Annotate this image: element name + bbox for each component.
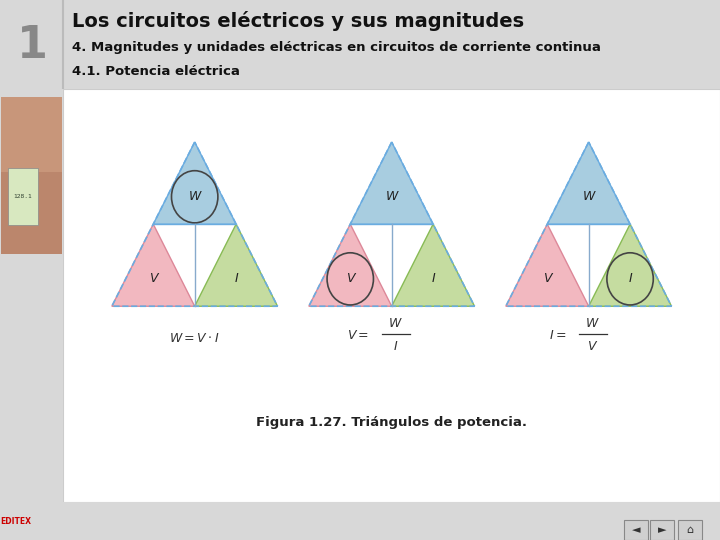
Text: 128.1: 128.1: [14, 194, 32, 199]
Text: W: W: [385, 190, 398, 203]
Text: Los circuitos eléctricos y sus magnitudes: Los circuitos eléctricos y sus magnitude…: [72, 11, 524, 31]
Bar: [8, 167, 38, 225]
Polygon shape: [392, 224, 474, 306]
Text: I: I: [431, 272, 435, 285]
Text: ⌂: ⌂: [686, 525, 693, 535]
Text: $W = V \cdot I$: $W = V \cdot I$: [169, 332, 220, 345]
Text: ◄: ◄: [631, 525, 640, 535]
Polygon shape: [153, 142, 236, 224]
Text: W: W: [582, 190, 595, 203]
Text: V: V: [543, 272, 552, 285]
Text: I: I: [629, 272, 632, 285]
FancyBboxPatch shape: [624, 520, 648, 540]
Text: 1: 1: [17, 24, 48, 66]
Bar: [1, 172, 63, 254]
Text: $I$: $I$: [393, 340, 398, 353]
Text: $V$: $V$: [587, 340, 598, 353]
Polygon shape: [112, 224, 194, 306]
Polygon shape: [309, 224, 392, 306]
Text: 4. Magnitudes y unidades eléctricas en circuitos de corriente continua: 4. Magnitudes y unidades eléctricas en c…: [72, 40, 601, 53]
Text: I: I: [234, 272, 238, 285]
Polygon shape: [547, 142, 630, 224]
Text: W: W: [189, 190, 201, 203]
Polygon shape: [589, 224, 672, 306]
Text: 4.1. Potencia eléctrica: 4.1. Potencia eléctrica: [72, 65, 240, 78]
Text: $W$: $W$: [388, 316, 403, 330]
Text: $V =$: $V =$: [347, 329, 369, 342]
FancyBboxPatch shape: [650, 520, 674, 540]
Polygon shape: [194, 224, 277, 306]
Polygon shape: [506, 224, 589, 306]
Polygon shape: [350, 142, 433, 224]
Text: V: V: [149, 272, 158, 285]
Text: EDITEX: EDITEX: [1, 517, 32, 525]
FancyBboxPatch shape: [678, 520, 702, 540]
Text: V: V: [346, 272, 354, 285]
Bar: [1, 97, 63, 254]
Text: Figura 1.27. Triángulos de potencia.: Figura 1.27. Triángulos de potencia.: [256, 416, 527, 429]
Text: $I =$: $I =$: [549, 329, 567, 342]
Text: $W$: $W$: [585, 316, 600, 330]
Text: ►: ►: [658, 525, 666, 535]
